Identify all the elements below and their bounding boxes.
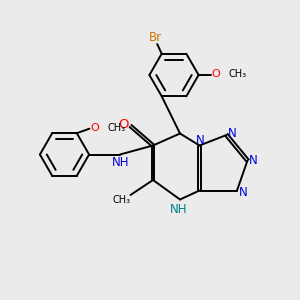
Text: O: O bbox=[212, 69, 220, 80]
Text: CH₃: CH₃ bbox=[228, 69, 246, 80]
Text: N: N bbox=[238, 185, 247, 199]
Text: O: O bbox=[90, 123, 99, 133]
Text: NH: NH bbox=[170, 202, 187, 216]
Text: Br: Br bbox=[149, 31, 162, 44]
Text: O: O bbox=[119, 118, 129, 131]
Text: N: N bbox=[249, 154, 258, 167]
Text: NH: NH bbox=[112, 156, 129, 170]
Text: CH₃: CH₃ bbox=[107, 123, 125, 133]
Text: N: N bbox=[227, 127, 236, 140]
Text: N: N bbox=[196, 134, 205, 147]
Text: CH₃: CH₃ bbox=[112, 195, 130, 206]
